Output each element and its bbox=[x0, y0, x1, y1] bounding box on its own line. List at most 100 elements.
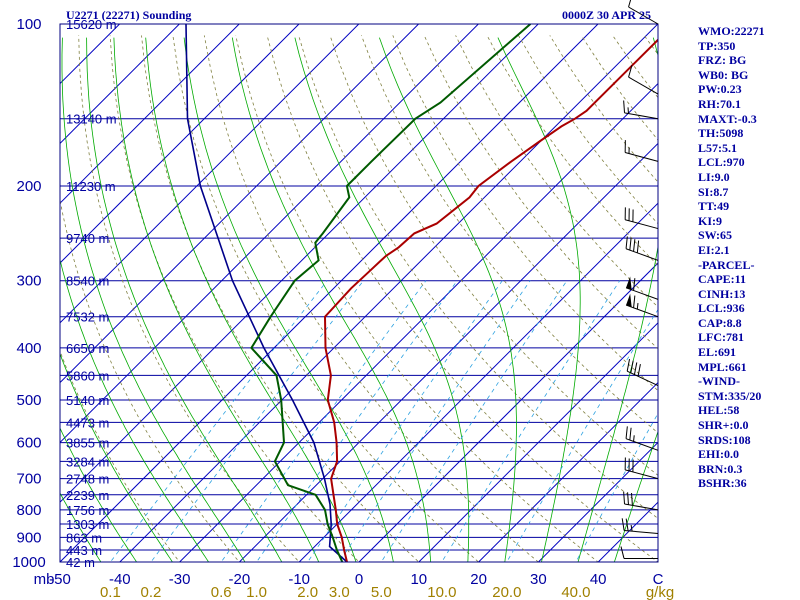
mixing-ratio-line bbox=[307, 280, 503, 562]
pressure-tick-label: 400 bbox=[16, 340, 41, 357]
mixing-ratio-unit-label: g/kg bbox=[646, 584, 674, 600]
height-label: 2748 m bbox=[66, 472, 109, 487]
height-label: 13140 m bbox=[66, 112, 117, 127]
index-line: MPL:661 bbox=[698, 359, 747, 374]
index-line: TP:350 bbox=[698, 38, 736, 53]
height-label: 6650 m bbox=[66, 341, 109, 356]
index-line: CINH:13 bbox=[698, 286, 746, 301]
height-label: 3855 m bbox=[66, 436, 109, 451]
valid-time: 0000Z 30 APR 25 bbox=[562, 8, 652, 22]
pressure-unit-label: mb bbox=[34, 571, 55, 588]
moist-adiabat bbox=[497, 37, 581, 562]
isotherm bbox=[60, 24, 480, 444]
isotherm bbox=[238, 142, 658, 562]
temperature-profile bbox=[323, 38, 658, 562]
dry-adiabat bbox=[235, 35, 599, 562]
height-label: 9740 m bbox=[66, 231, 109, 246]
isotherm bbox=[119, 24, 658, 562]
mixing-ratio-line bbox=[256, 280, 458, 562]
mixing-ratio-label: 0.2 bbox=[141, 584, 162, 600]
index-line: TH:5098 bbox=[698, 126, 744, 141]
mixing-ratio-label: 10.0 bbox=[427, 584, 456, 600]
index-line: HEL:58 bbox=[698, 403, 740, 418]
parcel-trace bbox=[185, 24, 348, 562]
index-line: LCL:970 bbox=[698, 155, 745, 170]
temperature-tick-label: 40 bbox=[590, 571, 607, 588]
height-label: 443 m bbox=[66, 543, 102, 558]
pressure-tick-label: 1000 bbox=[12, 554, 45, 571]
wind-barb bbox=[620, 546, 658, 559]
index-line: WMO:22271 bbox=[698, 24, 765, 38]
dewpoint-profile bbox=[250, 24, 532, 562]
height-label: 2239 m bbox=[66, 488, 109, 503]
temperature-tick-label: 10 bbox=[410, 571, 427, 588]
dry-adiabat bbox=[60, 197, 240, 562]
index-line: LI:9.0 bbox=[698, 169, 730, 184]
wind-barb bbox=[625, 293, 659, 318]
mixing-ratio-label: 5.0 bbox=[371, 584, 392, 600]
moist-adiabat bbox=[60, 258, 210, 562]
height-label: 8540 m bbox=[66, 274, 109, 289]
index-line: CAPE:11 bbox=[698, 272, 746, 287]
index-line: -WIND- bbox=[698, 374, 740, 389]
moist-adiabat bbox=[60, 492, 102, 562]
temperature-tick-label: 0 bbox=[355, 571, 363, 588]
index-line: LFC:781 bbox=[698, 330, 744, 345]
moist-adiabat bbox=[379, 37, 517, 562]
moist-adiabat bbox=[231, 37, 432, 562]
isotherm bbox=[60, 24, 181, 145]
index-line: BSHR:36 bbox=[698, 476, 747, 491]
index-line: PW:0.23 bbox=[698, 82, 742, 97]
mixing-ratio-line bbox=[150, 280, 364, 562]
temperature-tick-label: 30 bbox=[530, 571, 547, 588]
temperature-tick-label: -40 bbox=[109, 571, 131, 588]
isotherm bbox=[60, 24, 61, 25]
moist-adiabat bbox=[86, 37, 283, 562]
mixing-ratio-line bbox=[441, 280, 621, 562]
mixing-ratio-label: 20.0 bbox=[492, 584, 521, 600]
isotherm bbox=[477, 381, 658, 562]
index-line: LCL:936 bbox=[698, 301, 745, 316]
pressure-tick-label: 600 bbox=[16, 435, 41, 452]
index-line: WB0: BG bbox=[698, 67, 749, 82]
pressure-tick-label: 900 bbox=[16, 529, 41, 546]
dry-adiabat bbox=[203, 35, 539, 562]
moist-adiabat bbox=[183, 37, 394, 562]
moist-adiabat bbox=[577, 37, 658, 562]
height-label: 1303 m bbox=[66, 517, 109, 532]
isotherm bbox=[358, 262, 658, 562]
mixing-ratio-label: 3.0 bbox=[329, 584, 350, 600]
pressure-tick-label: 200 bbox=[16, 178, 41, 195]
height-label: 863 m bbox=[66, 530, 102, 545]
isotherm bbox=[60, 24, 240, 204]
index-line: EL:691 bbox=[698, 345, 737, 360]
index-line: MAXT:-0.3 bbox=[698, 111, 757, 126]
mixing-ratio-label: 0.1 bbox=[100, 584, 121, 600]
isotherm bbox=[60, 24, 360, 324]
temperature-tick-label: 20 bbox=[470, 571, 487, 588]
index-line: -PARCEL- bbox=[698, 257, 755, 272]
pressure-tick-label: 300 bbox=[16, 273, 41, 290]
index-line: EI:2.1 bbox=[698, 242, 730, 257]
temperature-tick-label: -50 bbox=[49, 571, 71, 588]
wind-barb bbox=[625, 236, 659, 261]
height-label: 11230 m bbox=[66, 179, 116, 194]
height-label: 7532 m bbox=[66, 310, 109, 325]
wind-barb bbox=[628, 0, 659, 25]
index-line: TT:49 bbox=[698, 199, 730, 214]
isotherm bbox=[60, 24, 300, 264]
dry-adiabat bbox=[141, 35, 420, 562]
wind-barb bbox=[624, 207, 659, 230]
index-line: L57:5.1 bbox=[698, 140, 737, 155]
mixing-ratio-label: 2.0 bbox=[297, 584, 318, 600]
moist-adiabat bbox=[60, 427, 138, 562]
mixing-ratio-label: 0.6 bbox=[211, 584, 232, 600]
index-line: CAP:8.8 bbox=[698, 315, 742, 330]
wind-barb bbox=[624, 140, 659, 162]
moist-adiabat bbox=[613, 430, 658, 562]
index-line: SI:8.7 bbox=[698, 184, 729, 199]
index-line: BRN:0.3 bbox=[698, 461, 743, 476]
index-line: SW:65 bbox=[698, 228, 733, 243]
wind-barb bbox=[626, 358, 659, 387]
